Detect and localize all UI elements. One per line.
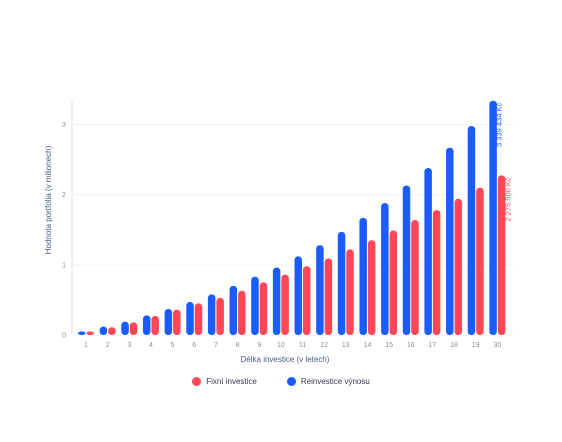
x-tick-label: 1: [84, 342, 88, 349]
bar-reinvest: [337, 231, 346, 335]
bar-fixed: [497, 175, 506, 335]
y-tick-label: 2: [62, 192, 66, 199]
y-tick-label: 0: [62, 333, 66, 340]
x-tick-label: 6: [192, 342, 196, 349]
bar-reinvest: [446, 147, 454, 335]
bar-fixed: [411, 219, 419, 335]
x-tick-label: 12: [320, 342, 328, 349]
bar-reinvest: [251, 276, 259, 335]
bar-reinvest: [99, 326, 108, 335]
bar-reinvest: [121, 321, 129, 335]
bar-fixed: [216, 297, 224, 335]
bar-reinvest: [294, 256, 302, 335]
y-tick-label: 1: [62, 262, 66, 269]
y-tick-label: 3: [62, 122, 66, 129]
bar-reinvest: [272, 267, 281, 335]
bar-fixed: [194, 303, 203, 335]
x-tick-label: 17: [429, 342, 437, 349]
x-tick-label: 19: [472, 342, 480, 349]
x-tick-label: 14: [364, 342, 372, 349]
legend: Fixní investice Reinvestice výnosu: [0, 377, 562, 386]
x-tick-label: 2: [106, 342, 110, 349]
bar-fixed: [173, 309, 181, 335]
bars-layer: [78, 100, 506, 335]
y-axis-title: Hodnota portfolia (v milionech): [44, 145, 53, 254]
bar-reinvest: [489, 100, 497, 335]
x-tick-label: 16: [407, 342, 415, 349]
bar-reinvest: [381, 203, 389, 335]
bar-reinvest: [467, 125, 476, 335]
bar-fixed: [238, 290, 246, 335]
bar-reinvest: [402, 185, 411, 335]
legend-swatch-fixed: [192, 377, 202, 386]
legend-item-reinvest[interactable]: Reinvestice výnosu: [286, 377, 370, 386]
x-tick-label: 10: [277, 342, 285, 349]
bar-fixed: [432, 210, 441, 335]
x-tick-label: 15: [385, 342, 393, 349]
bar-fixed: [346, 249, 354, 335]
legend-label-reinvest: Reinvestice výnosu: [300, 377, 370, 386]
bar-reinvest: [424, 168, 432, 335]
bar-fixed: [129, 322, 138, 335]
bar-fixed: [108, 327, 116, 335]
x-tick-label: 8: [236, 342, 240, 349]
bar-reinvest: [78, 331, 86, 335]
bar-fixed: [367, 240, 376, 335]
bar-fixed: [476, 187, 484, 335]
bar-fixed: [259, 282, 268, 335]
x-tick-label: 4: [149, 342, 153, 349]
x-tick-label: 7: [214, 342, 218, 349]
bar-reinvest: [207, 294, 216, 335]
legend-label-fixed: Fixní investice: [206, 377, 257, 386]
bar-fixed: [281, 274, 289, 335]
x-tick-label: 3: [127, 342, 131, 349]
end-label-fixed: 2 275 500 Kč: [503, 177, 512, 221]
bar-fixed: [389, 230, 398, 335]
bar-fixed: [303, 266, 311, 335]
bar-reinvest: [229, 285, 238, 335]
x-tick-label: 30: [493, 342, 501, 349]
bar-reinvest: [359, 217, 367, 335]
x-tick-label: 11: [299, 342, 306, 349]
x-axis-title: Délka investice (v letech): [241, 355, 330, 364]
bar-reinvest: [142, 315, 151, 335]
bar-fixed: [324, 258, 333, 335]
bar-fixed: [454, 198, 463, 335]
grid-layer: [71, 100, 515, 336]
bar-reinvest: [186, 302, 194, 335]
x-tick-label: 13: [342, 342, 350, 349]
x-tick-label: 9: [257, 342, 261, 349]
legend-item-fixed[interactable]: Fixní investice: [192, 377, 257, 386]
legend-swatch-reinvest: [286, 377, 296, 386]
bar-reinvest: [316, 245, 324, 335]
end-label-reinvest: 3 339 434 Kč: [494, 102, 503, 146]
x-tick-label: 5: [171, 342, 175, 349]
x-tick-label: 18: [450, 342, 458, 349]
bar-fixed: [151, 316, 159, 335]
bar-reinvest: [164, 309, 173, 335]
bar-fixed: [86, 331, 94, 335]
